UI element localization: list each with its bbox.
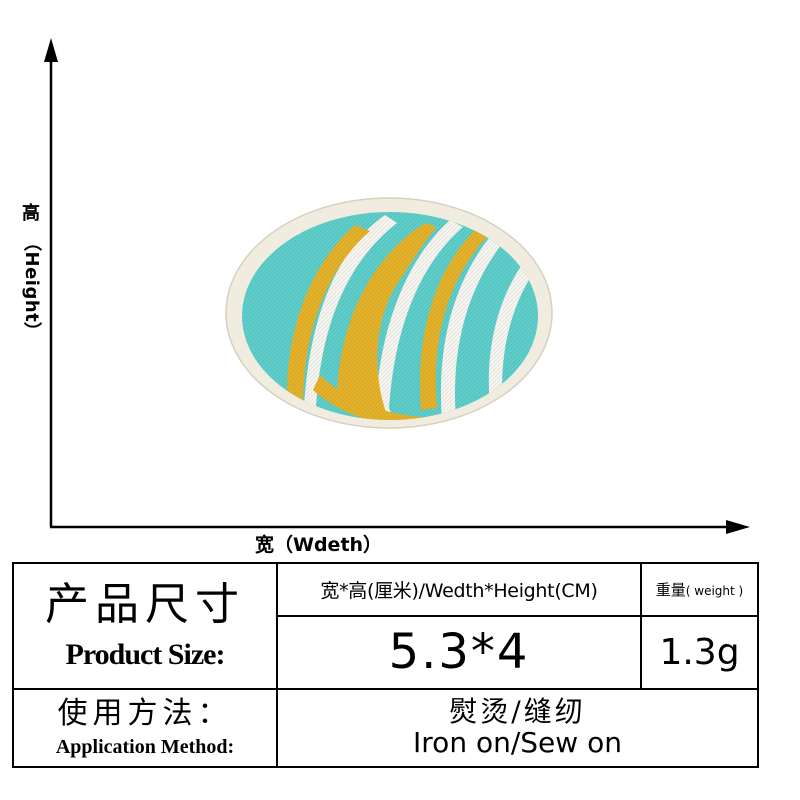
size-value: 5.3*4	[276, 614, 642, 691]
embroidered-patch-image	[225, 197, 553, 429]
application-method-cn: 熨烫/缝纫	[449, 694, 586, 728]
weight-value: 1.3g	[640, 614, 759, 691]
horizontal-axis-arrowhead	[726, 520, 750, 534]
application-method-label-cell: 使用方法： Application Method:	[12, 688, 278, 768]
vertical-axis-arrowhead	[44, 38, 58, 62]
size-column-header: 宽*高(厘米)/Wedth*Height(CM)	[276, 562, 642, 617]
product-size-label-cn: 产品尺寸	[45, 578, 245, 630]
product-spec-table: 产品尺寸 Product Size: 宽*高(厘米)/Wedth*Height(…	[12, 562, 759, 768]
product-size-label-cell: 产品尺寸 Product Size:	[12, 562, 278, 690]
application-method-label-cn: 使用方法：	[57, 696, 233, 731]
height-label-cn: 高	[22, 203, 40, 224]
application-method-label-en: Application Method:	[55, 736, 235, 758]
height-label-en: （Height）	[21, 233, 42, 341]
weight-column-header: 重量( weight )	[640, 562, 759, 617]
width-axis-label: 宽（Wdeth）	[255, 534, 383, 556]
application-method-en: Iron on/Sew on	[413, 726, 622, 760]
height-axis-label: 高 （Height）	[16, 205, 46, 341]
weight-header-en: ( weight )	[685, 583, 744, 598]
application-method-value-cell: 熨烫/缝纫 Iron on/Sew on	[276, 688, 759, 768]
product-size-label-en: Product Size:	[65, 638, 226, 672]
weight-header-cn: 重量	[655, 580, 686, 599]
